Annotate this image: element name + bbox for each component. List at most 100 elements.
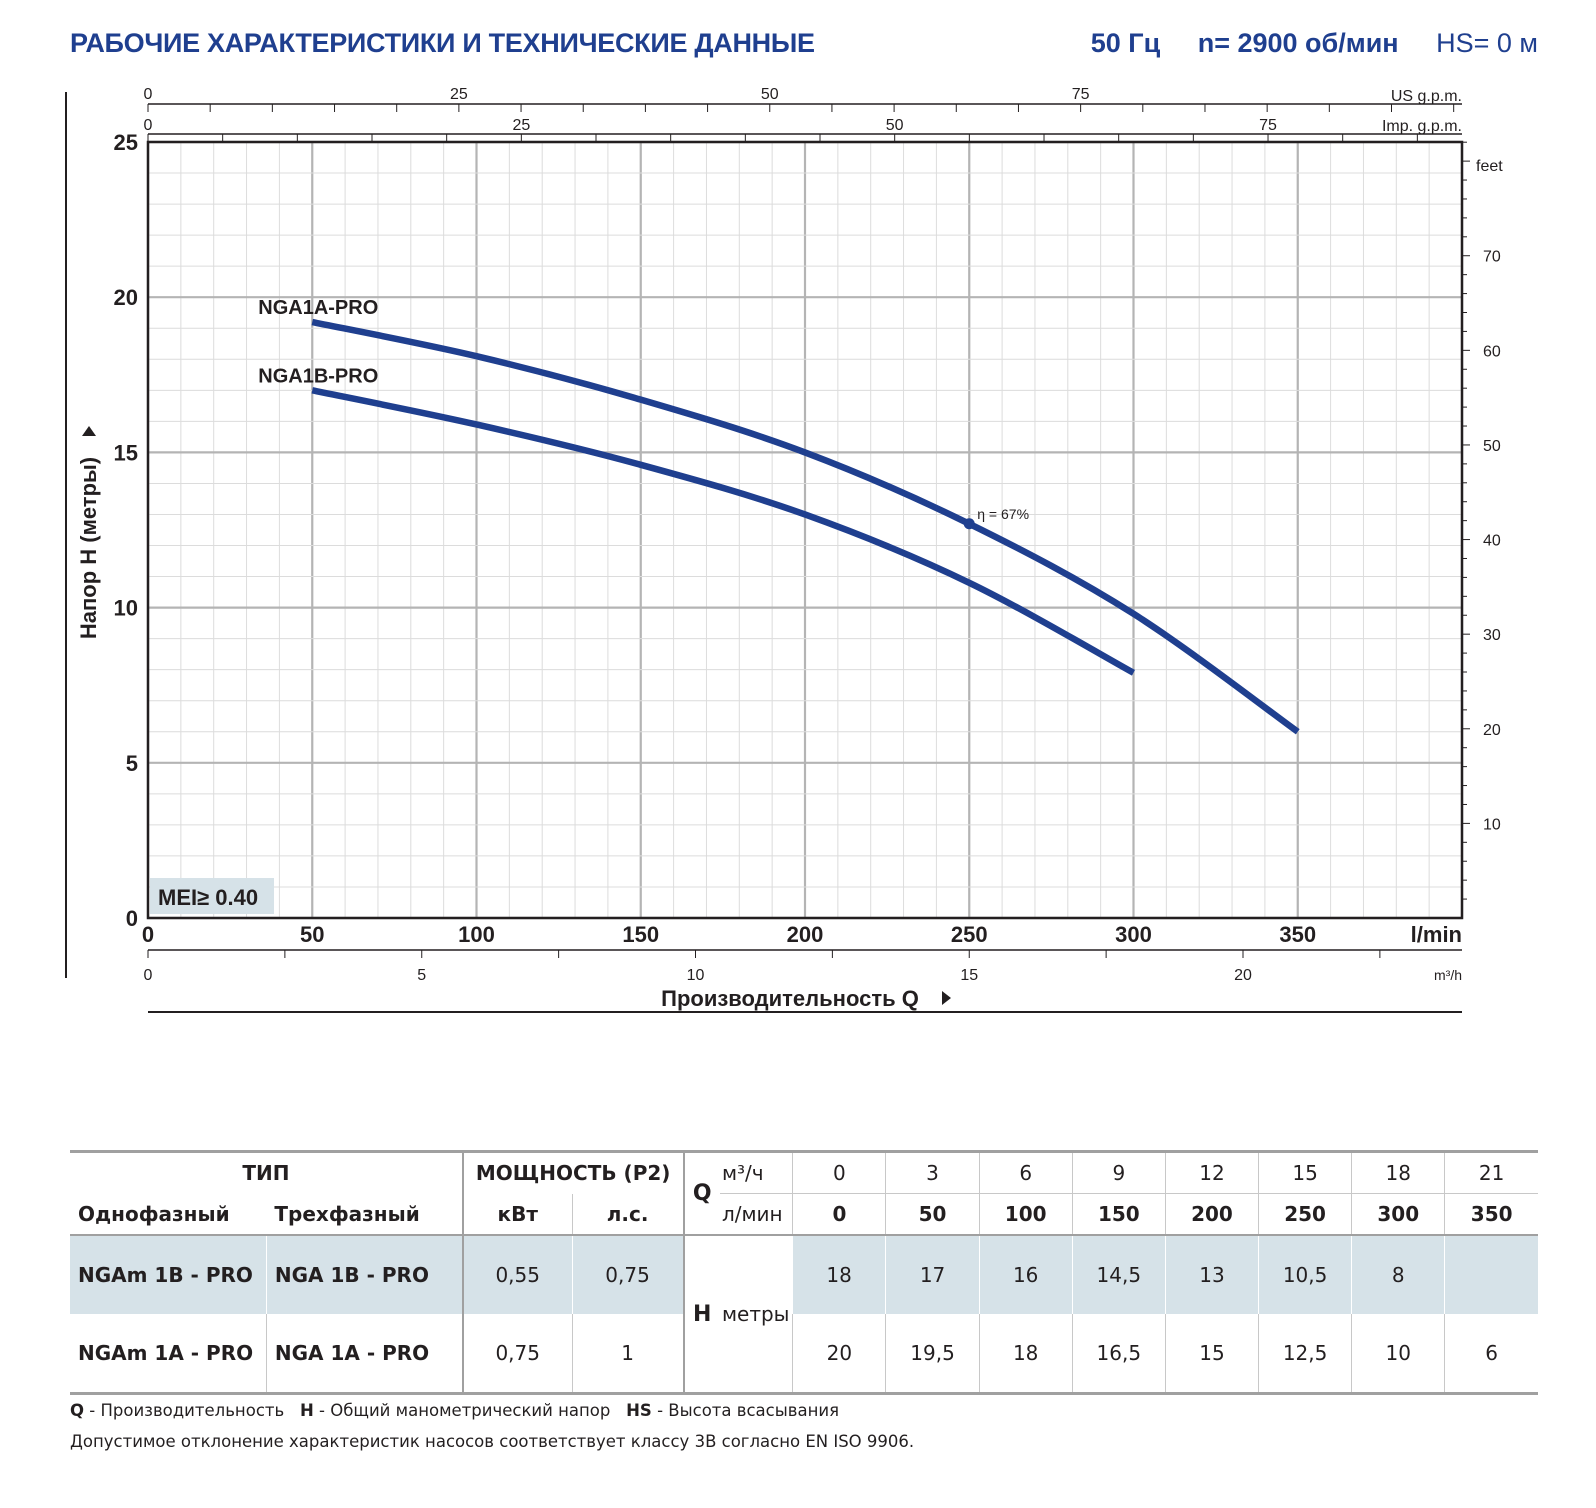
lmin-5: 250 xyxy=(1258,1193,1352,1235)
y-tick-label: 15 xyxy=(114,440,138,465)
m3h-5: 15 xyxy=(1258,1151,1352,1194)
hs-text: - Высота всасывания xyxy=(657,1401,840,1420)
x-tick-label: 0 xyxy=(142,922,154,947)
m3h-1: 3 xyxy=(885,1151,980,1194)
series-label: NGA1B-PRO xyxy=(258,365,378,387)
m3h-unit-label: m³/h xyxy=(1434,967,1462,983)
x-tick-label: 50 xyxy=(300,922,324,947)
us-gpm-tick-label: 50 xyxy=(761,86,779,103)
y-tick-label: 10 xyxy=(114,596,138,621)
chart-labels: 0 5 10 15 20 25 Напор H (метры) 0 50 100 150 200 250… xyxy=(76,86,1503,1011)
h-value: 18 xyxy=(792,1235,886,1314)
chart-axes xyxy=(65,92,1470,1013)
q-label: Q xyxy=(682,1151,720,1235)
us-gpm-tick-label: 75 xyxy=(1072,86,1090,103)
legend-line: Q - Производительность H - Общий маномет… xyxy=(70,1395,914,1426)
performance-chart: 0 5 10 15 20 25 Напор H (метры) 0 50 100 150 200 250… xyxy=(65,86,1503,1013)
m3h-4: 12 xyxy=(1164,1151,1259,1194)
lmin-1: 50 xyxy=(885,1193,980,1235)
x-tick-label: 300 xyxy=(1115,922,1152,947)
y-tick-label: 25 xyxy=(114,130,138,155)
x-tick-label: 200 xyxy=(787,922,824,947)
performance-table: ТИП МОЩНОСТЬ (P2) Q м³/ч 0 3 6 9 12 15 1… xyxy=(70,1150,1538,1395)
m3h-tick-label: 10 xyxy=(687,967,705,984)
lmin-0: 0 xyxy=(792,1193,886,1235)
q-unit-lmin: л/мин xyxy=(719,1193,793,1235)
h-value: 13 xyxy=(1164,1235,1259,1314)
y-axis-arrow-icon xyxy=(82,426,96,436)
three-phase-header: Трехфазный xyxy=(274,1201,420,1226)
table-row: NGAm 1B - PRO NGA 1B - PRO 0,55 0,75 H м… xyxy=(70,1235,1538,1394)
us-gpm-unit-label: US g.p.m. xyxy=(1391,88,1462,105)
h-value: 10 xyxy=(1351,1314,1445,1394)
single-phase-header: Однофазный xyxy=(78,1201,230,1226)
lmin-4: 200 xyxy=(1164,1193,1259,1235)
speed: n= 2900 об/мин xyxy=(1197,28,1399,58)
y-axis-title: Напор H (метры) xyxy=(76,457,101,639)
lmin-3: 150 xyxy=(1071,1193,1166,1235)
feet-tick-label: 10 xyxy=(1483,816,1501,833)
q-unit-m3h: м³/ч xyxy=(721,1161,764,1185)
m3h-2: 6 xyxy=(978,1151,1073,1194)
h-value: 17 xyxy=(885,1235,980,1314)
footnotes: Q - Производительность H - Общий маномет… xyxy=(70,1395,914,1457)
h-value: 18 xyxy=(978,1314,1073,1394)
m3h-6: 18 xyxy=(1351,1151,1445,1194)
h-value: 16,5 xyxy=(1071,1314,1166,1394)
table-row: NGAm 1A - PRO NGA 1A - PRO 0,75 1 20 19,… xyxy=(70,1314,1538,1394)
efficiency-point xyxy=(963,518,975,530)
h-label: H xyxy=(682,1235,720,1394)
m3h-tick-label: 20 xyxy=(1234,967,1252,984)
x-tick-label: 100 xyxy=(458,922,495,947)
row-single-phase: NGAm 1A - PRO xyxy=(78,1341,254,1365)
chart-grid xyxy=(146,140,1464,920)
imp-gpm-tick-label: 75 xyxy=(1259,117,1277,134)
suction-head: HS= 0 м xyxy=(1436,28,1538,58)
h-value: 19,5 xyxy=(885,1314,980,1394)
h-value: 6 xyxy=(1444,1314,1538,1394)
h-text: - Общий манометрический напор xyxy=(319,1401,611,1420)
lmin-7: 350 xyxy=(1444,1193,1538,1235)
q-key: Q xyxy=(70,1401,85,1420)
m3h-tick-label: 5 xyxy=(417,967,426,984)
lmin-6: 300 xyxy=(1351,1193,1445,1235)
x-tick-label: 350 xyxy=(1279,922,1316,947)
m3h-0: 0 xyxy=(792,1151,886,1194)
series-label: NGA1A-PRO xyxy=(258,297,378,319)
row-single-phase: NGAm 1B - PRO xyxy=(70,1235,267,1314)
x-tick-label: 150 xyxy=(622,922,659,947)
h-value: 14,5 xyxy=(1071,1235,1166,1314)
h-value: 16 xyxy=(978,1235,1073,1314)
x-tick-label: 250 xyxy=(951,922,988,947)
x-axis-arrow-icon xyxy=(942,991,951,1005)
frequency: 50 Гц xyxy=(1090,28,1161,58)
y-tick-label: 20 xyxy=(114,285,138,310)
efficiency-annotation: η = 67% xyxy=(977,506,1029,522)
mei-badge xyxy=(150,878,274,914)
imp-gpm-tick-label: 25 xyxy=(512,117,530,134)
row-three-phase: NGA 1A - PRO xyxy=(265,1314,463,1394)
series-line xyxy=(311,318,1300,735)
feet-tick-label: 20 xyxy=(1483,722,1501,739)
type-header: ТИП xyxy=(242,1161,290,1186)
row-hp: 1 xyxy=(571,1314,684,1394)
y-tick-label: 5 xyxy=(126,751,138,776)
x-unit-label: l/min xyxy=(1411,922,1462,947)
h-value xyxy=(1444,1235,1538,1314)
header: РАБОЧИЕ ХАРАКТЕРИСТИКИ И ТЕХНИЧЕСКИЕ ДАН… xyxy=(0,0,1596,80)
row-kw: 0,55 xyxy=(461,1235,573,1314)
page-title: РАБОЧИЕ ХАРАКТЕРИСТИКИ И ТЕХНИЧЕСКИЕ ДАН… xyxy=(70,28,815,58)
kw-header: кВт xyxy=(461,1193,573,1235)
h-unit: метры xyxy=(721,1302,790,1326)
m3h-7: 21 xyxy=(1444,1151,1538,1194)
row-three-phase: NGA 1B - PRO xyxy=(265,1235,463,1314)
feet-tick-label: 50 xyxy=(1483,438,1501,455)
operating-conditions: 50 Гц n= 2900 об/мин HS= 0 м xyxy=(1091,28,1538,59)
plot-frame xyxy=(146,140,1464,920)
m3h-tick-label: 15 xyxy=(960,967,978,984)
h-value: 12,5 xyxy=(1258,1314,1352,1394)
h-value: 15 xyxy=(1164,1314,1259,1394)
power-header: МОЩНОСТЬ (P2) xyxy=(461,1151,684,1194)
hp-header: л.с. xyxy=(571,1193,684,1235)
imp-gpm-tick-label: 0 xyxy=(144,117,153,134)
